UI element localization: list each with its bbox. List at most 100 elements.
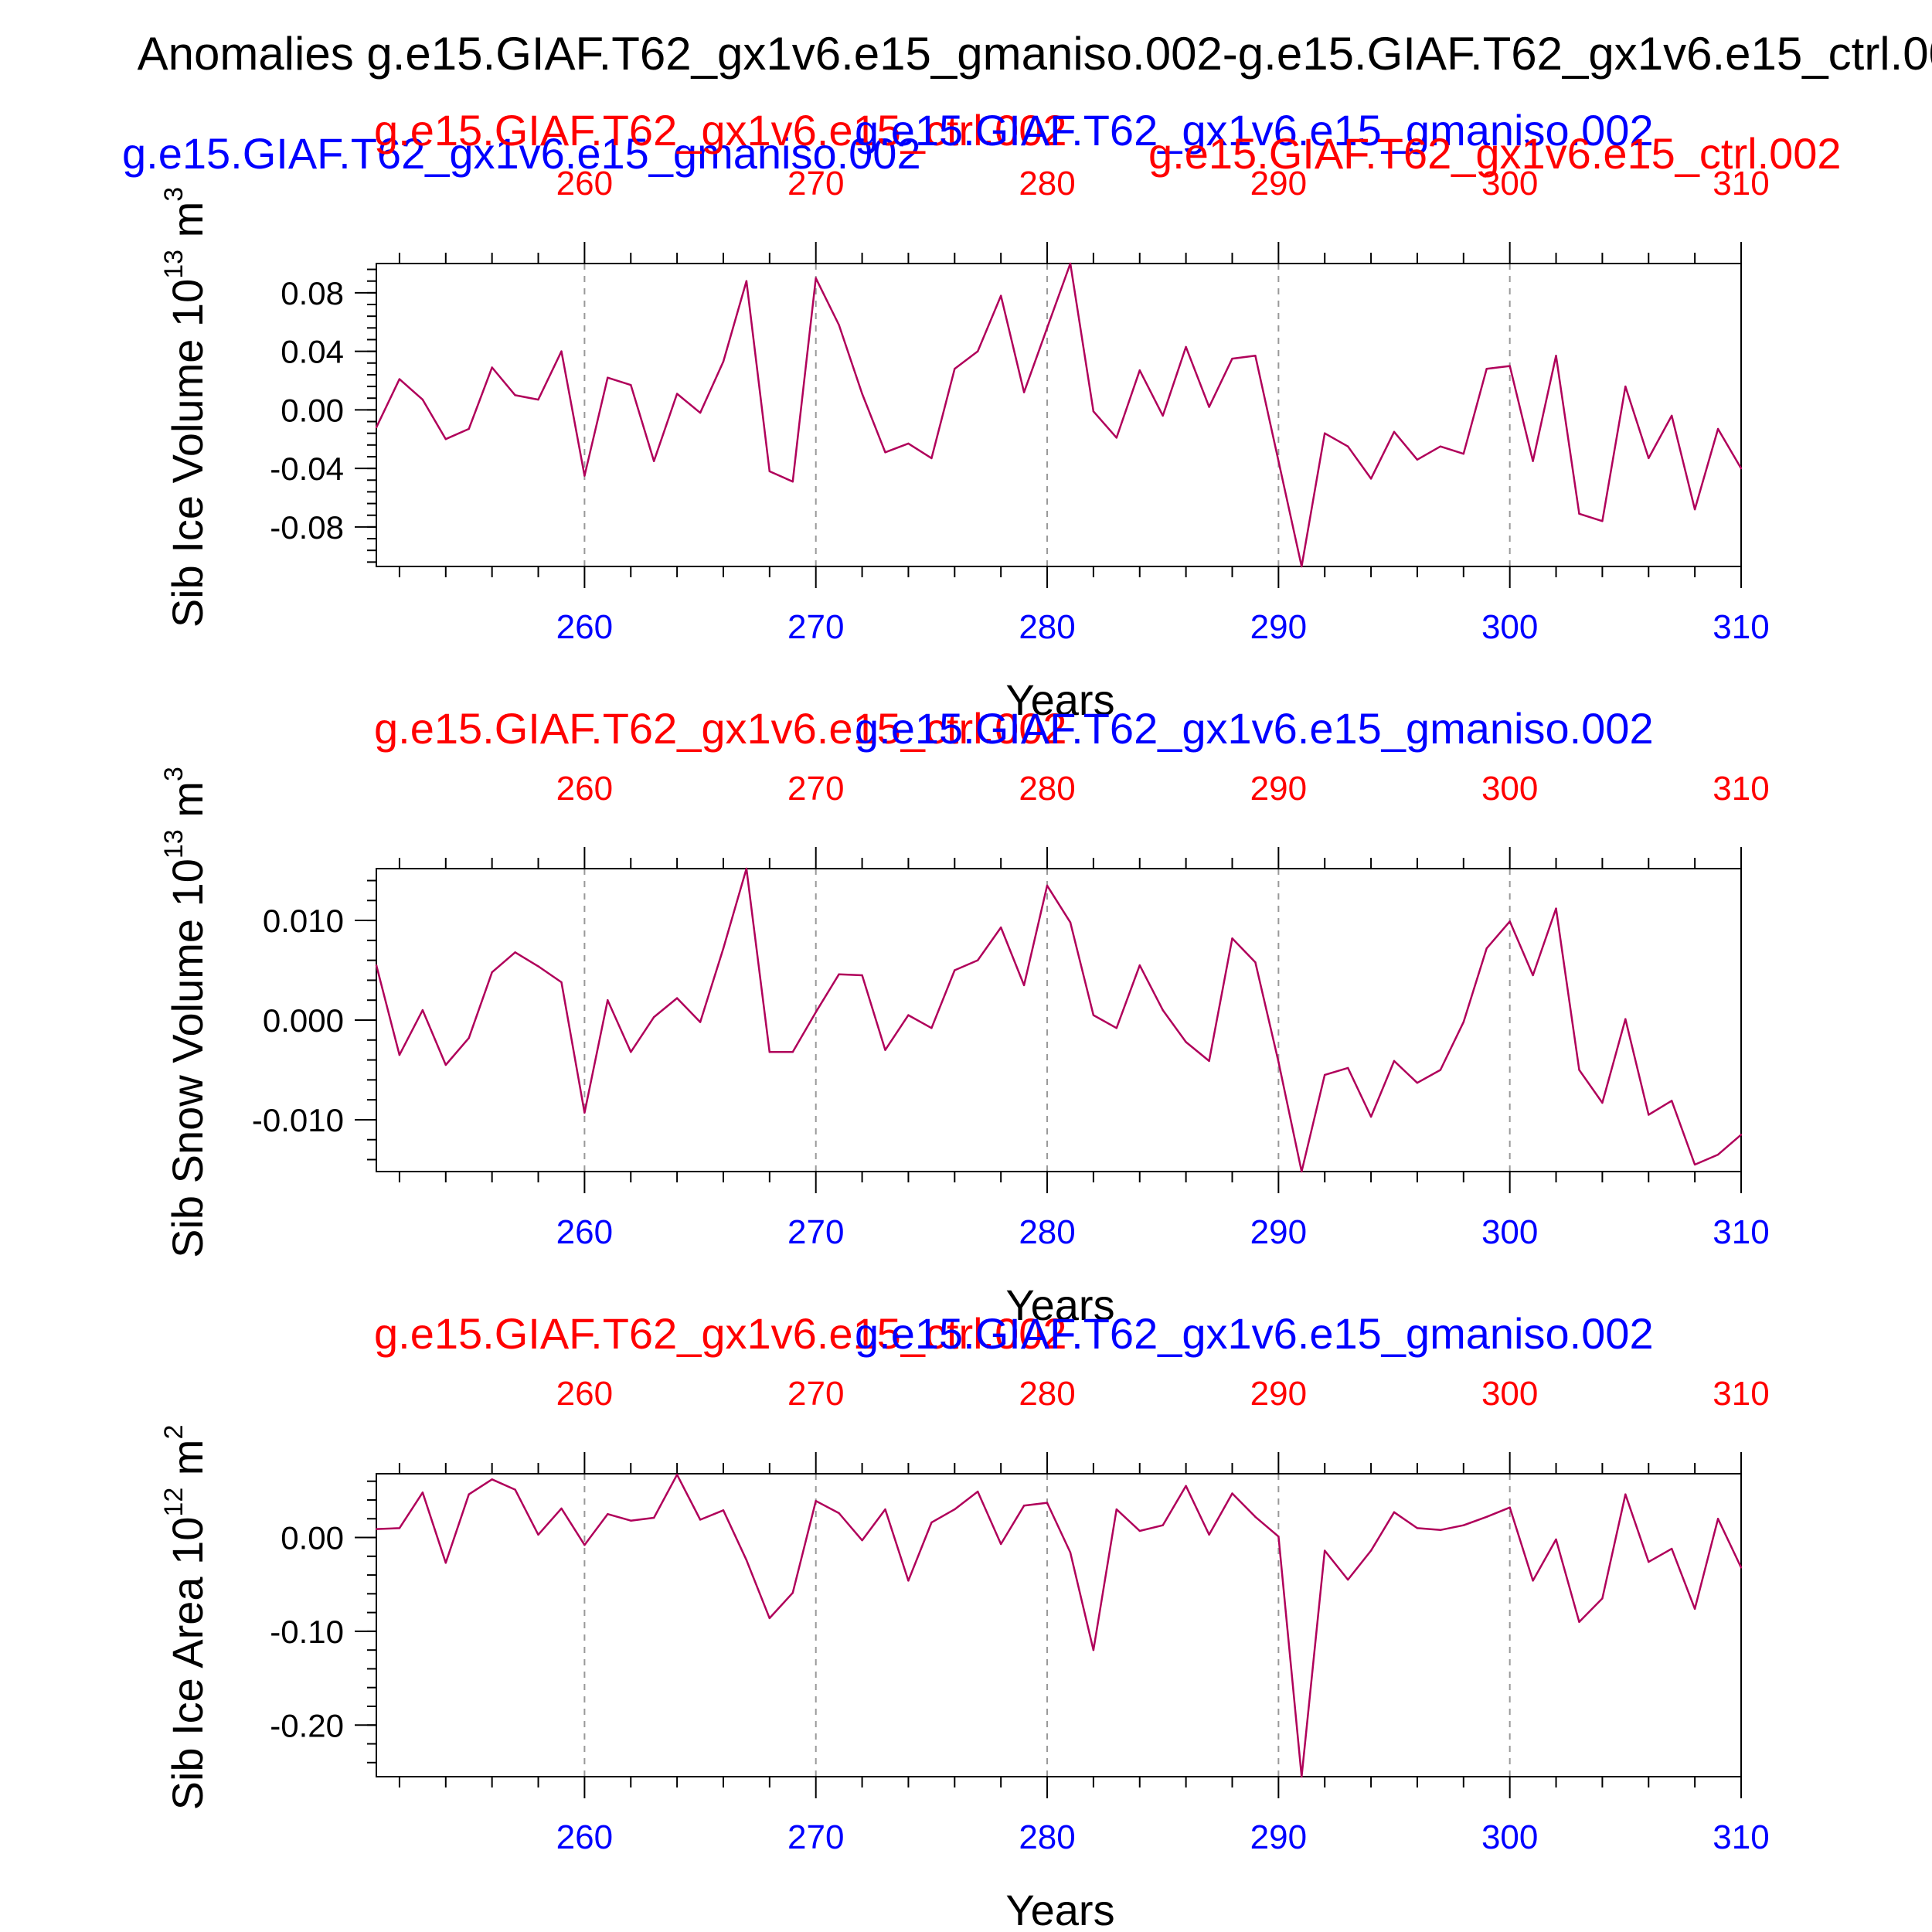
data-point xyxy=(1162,414,1164,417)
x-tick-label-bottom: 260 xyxy=(556,1213,613,1251)
data-point xyxy=(1324,432,1326,434)
data-point xyxy=(1138,1529,1141,1532)
data-point xyxy=(1092,410,1095,413)
data-point xyxy=(1578,1069,1580,1071)
y-axis-title-text: Sib Ice Area 10 xyxy=(163,1517,212,1811)
data-point xyxy=(745,280,748,282)
y-tick-label: -0.10 xyxy=(270,1614,344,1650)
data-point xyxy=(1231,937,1233,940)
data-point xyxy=(1277,1536,1280,1538)
data-point xyxy=(954,1508,956,1511)
data-point xyxy=(1301,1170,1303,1173)
x-tick-label-bottom: 310 xyxy=(1713,1213,1769,1251)
case-a-title-right: g.e15.GIAF.T62_gx1v6.e15_gmaniso.002 xyxy=(855,106,1654,155)
y-axis-title-text: Sib Snow Volume 10 xyxy=(163,859,212,1258)
data-point xyxy=(1462,1021,1465,1023)
data-point xyxy=(1277,1060,1280,1063)
data-point xyxy=(560,1507,563,1510)
data-point xyxy=(1393,1060,1396,1063)
x-tick-label-top: 270 xyxy=(787,770,844,808)
data-point xyxy=(1369,1115,1372,1118)
case-b-title-center: g.e15.GIAF.T62_gx1v6.e15_ctrl.002 xyxy=(374,106,1067,155)
data-point xyxy=(884,1508,886,1511)
data-point xyxy=(652,1015,655,1019)
data-point xyxy=(630,383,632,386)
x-tick-label-bottom: 280 xyxy=(1019,1818,1075,1856)
data-point xyxy=(514,1488,516,1491)
data-point xyxy=(1416,1082,1419,1084)
y-tick-label: 0.000 xyxy=(263,1002,344,1039)
data-point xyxy=(1439,445,1442,447)
data-point xyxy=(444,1562,447,1564)
data-point xyxy=(421,398,424,401)
plot-frame xyxy=(376,868,1742,1172)
data-point xyxy=(1185,1485,1187,1487)
y-axis-title-exponent: 13 xyxy=(159,829,189,859)
data-point xyxy=(838,1512,840,1515)
data-point xyxy=(1046,1502,1049,1504)
data-point xyxy=(1740,1566,1743,1569)
data-point xyxy=(398,378,401,380)
data-point xyxy=(907,442,910,445)
x-axis-title: Years xyxy=(1005,675,1114,724)
x-tick-label-bottom: 270 xyxy=(787,608,844,646)
data-point xyxy=(1485,947,1488,950)
data-point xyxy=(675,997,679,999)
data-point xyxy=(1509,365,1511,367)
data-point xyxy=(1671,1547,1673,1550)
data-point xyxy=(375,964,378,967)
x-tick-label-top: 310 xyxy=(1713,770,1769,808)
y-tick-label: -0.20 xyxy=(270,1707,344,1743)
data-point xyxy=(1046,327,1049,329)
data-point xyxy=(1185,1041,1187,1043)
case-a-title: g.e15.GIAF.T62_gx1v6.e15_gmaniso.002 xyxy=(855,704,1654,753)
data-point xyxy=(1162,1524,1164,1526)
x-tick-label-top: 290 xyxy=(1250,1375,1307,1413)
x-tick-label-bottom: 310 xyxy=(1713,608,1769,646)
x-tick-label-top: 260 xyxy=(556,770,613,808)
data-point xyxy=(907,1014,910,1016)
data-point xyxy=(815,277,817,280)
data-point xyxy=(1601,520,1604,522)
data-point xyxy=(1532,974,1534,977)
data-point xyxy=(745,867,748,870)
data-point xyxy=(1208,1533,1210,1536)
data-point xyxy=(1301,1775,1303,1778)
data-point xyxy=(491,366,493,369)
data-point xyxy=(930,1027,933,1029)
y-tick-label: -0.010 xyxy=(252,1102,344,1138)
data-point xyxy=(1716,427,1719,430)
data-point xyxy=(375,426,378,429)
data-point xyxy=(652,460,655,462)
series-line xyxy=(375,867,1742,1173)
data-point xyxy=(1416,1527,1419,1529)
data-point xyxy=(421,1009,424,1012)
data-point xyxy=(1208,1060,1210,1063)
data-point xyxy=(768,470,771,473)
data-point xyxy=(1485,1515,1488,1519)
data-point xyxy=(652,1516,655,1519)
data-point xyxy=(838,324,840,326)
x-tick-label-top: 300 xyxy=(1481,165,1538,202)
data-point xyxy=(1485,368,1488,370)
data-point xyxy=(630,1051,632,1053)
case-b-title: g.e15.GIAF.T62_gx1v6.e15_ctrl.002 xyxy=(374,704,1067,753)
x-tick-label-bottom: 280 xyxy=(1019,608,1075,646)
data-point xyxy=(861,974,863,977)
data-point xyxy=(791,1591,794,1594)
data-point xyxy=(1671,1100,1673,1102)
data-point xyxy=(884,451,886,454)
y-axis-title-unit: m xyxy=(163,202,212,250)
data-point xyxy=(861,393,863,395)
y-tick-label: 0.00 xyxy=(281,392,344,428)
data-point xyxy=(1555,907,1557,910)
data-point xyxy=(930,457,933,460)
data-point xyxy=(745,1559,748,1561)
data-point xyxy=(1185,345,1187,349)
y-tick-label: 0.00 xyxy=(281,1520,344,1556)
data-point xyxy=(1624,1018,1627,1020)
data-point xyxy=(954,969,956,971)
data-point xyxy=(1022,391,1026,393)
data-point xyxy=(1509,920,1511,923)
